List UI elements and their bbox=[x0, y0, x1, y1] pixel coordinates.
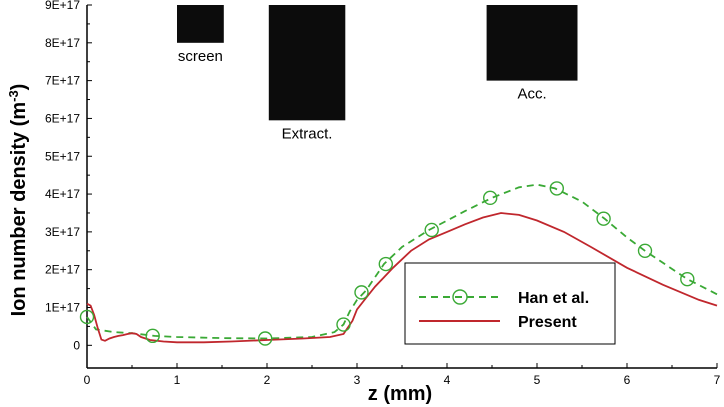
x-tick-label: 4 bbox=[444, 373, 451, 387]
series-line-han bbox=[86, 183, 718, 340]
electrode-1 bbox=[268, 5, 346, 121]
y-tick-label: 7E+17 bbox=[45, 74, 80, 88]
x-axis-title: z (mm) bbox=[368, 383, 432, 405]
x-tick-label: 1 bbox=[174, 373, 181, 387]
x-tick-label: 0 bbox=[84, 373, 91, 387]
series-markers bbox=[79, 181, 695, 346]
x-tick-label: 5 bbox=[534, 373, 541, 387]
y-tick-label: 0 bbox=[73, 338, 80, 352]
electrodes: screen Extract. Acc. bbox=[177, 5, 578, 142]
electrode-0 bbox=[177, 5, 224, 43]
data-point-han bbox=[483, 190, 498, 206]
electrode-label-2: Acc. bbox=[517, 86, 546, 103]
y-tick-label: 8E+17 bbox=[45, 36, 80, 50]
y-axis-title-exponent: -3 bbox=[6, 90, 21, 102]
y-tick-label: 1E+17 bbox=[45, 301, 80, 315]
data-point-han bbox=[258, 331, 273, 346]
legend-label-present: Present bbox=[518, 314, 577, 331]
y-axis-title: Ion number density (m-3) bbox=[6, 84, 30, 317]
legend: Han et al. Present bbox=[404, 262, 616, 345]
legend-label-han: Han et al. bbox=[518, 290, 589, 307]
x-tick-label: 6 bbox=[624, 373, 631, 387]
data-point-han bbox=[549, 181, 564, 196]
data-point-han bbox=[336, 317, 351, 332]
data-point-han bbox=[680, 271, 695, 287]
y-tick-label: 2E+17 bbox=[45, 263, 80, 277]
data-point-han bbox=[424, 222, 439, 238]
y-axis-title-main: Ion number density (m bbox=[8, 102, 30, 316]
x-tick-label: 2 bbox=[264, 373, 271, 387]
legend-box bbox=[404, 262, 616, 345]
data-point-han bbox=[79, 309, 95, 325]
y-tick-label: 6E+17 bbox=[45, 111, 80, 125]
ticks: 0 1 2 3 4 5 6 7 0 1E+17 2E+17 3E+17 4E+17 5E+17 6E+17 7… bbox=[45, 0, 721, 387]
electrode-label-1: Extract. bbox=[282, 125, 333, 142]
electrode-2 bbox=[486, 5, 578, 81]
y-axis-title-close: ) bbox=[8, 84, 30, 91]
y-tick-label: 5E+17 bbox=[45, 149, 80, 163]
y-tick-label: 3E+17 bbox=[45, 225, 80, 239]
series-lines bbox=[86, 183, 718, 344]
x-tick-label: 7 bbox=[714, 373, 721, 387]
data-point-han bbox=[637, 243, 653, 258]
data-point-han bbox=[354, 285, 369, 300]
data-point-han bbox=[596, 211, 611, 226]
electrode-label-0: screen bbox=[178, 48, 223, 65]
legend-marker-han bbox=[452, 289, 468, 305]
y-tick-label: 4E+17 bbox=[45, 187, 80, 201]
y-tick-label: 9E+17 bbox=[45, 0, 80, 12]
data-point-han bbox=[378, 256, 393, 272]
x-tick-label: 3 bbox=[354, 373, 361, 387]
series-line-present bbox=[86, 212, 718, 344]
data-point-han bbox=[145, 328, 160, 344]
